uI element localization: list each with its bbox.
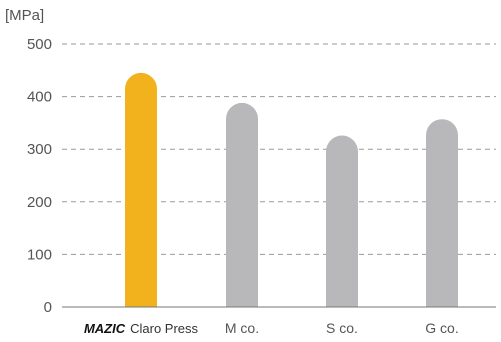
- y-tick-label: 500: [27, 36, 52, 53]
- bar: [326, 135, 358, 307]
- y-tick-label: 200: [27, 194, 52, 211]
- bars: [125, 72, 458, 308]
- y-tick-label: 400: [27, 89, 52, 106]
- y-tick-label: 0: [44, 299, 52, 316]
- brand-logotype: MAZIC: [84, 321, 126, 336]
- x-tick-label: G co.: [425, 320, 458, 336]
- x-tick-label: S co.: [326, 320, 358, 336]
- y-tick-label: 100: [27, 246, 52, 263]
- x-tick-label: MAZIC Claro Press: [84, 321, 199, 336]
- y-axis-unit: [MPa]: [5, 7, 44, 24]
- y-axis-ticks: 0 100 200 300 400 500: [27, 36, 52, 316]
- x-axis-labels: MAZIC Claro Press M co. S co. G co.: [84, 320, 459, 336]
- y-tick-label: 300: [27, 141, 52, 158]
- bar: [125, 72, 157, 308]
- bar: [226, 102, 258, 307]
- x-tick-label: M co.: [225, 320, 259, 336]
- product-name: Claro Press: [130, 321, 198, 336]
- bar: [426, 119, 458, 307]
